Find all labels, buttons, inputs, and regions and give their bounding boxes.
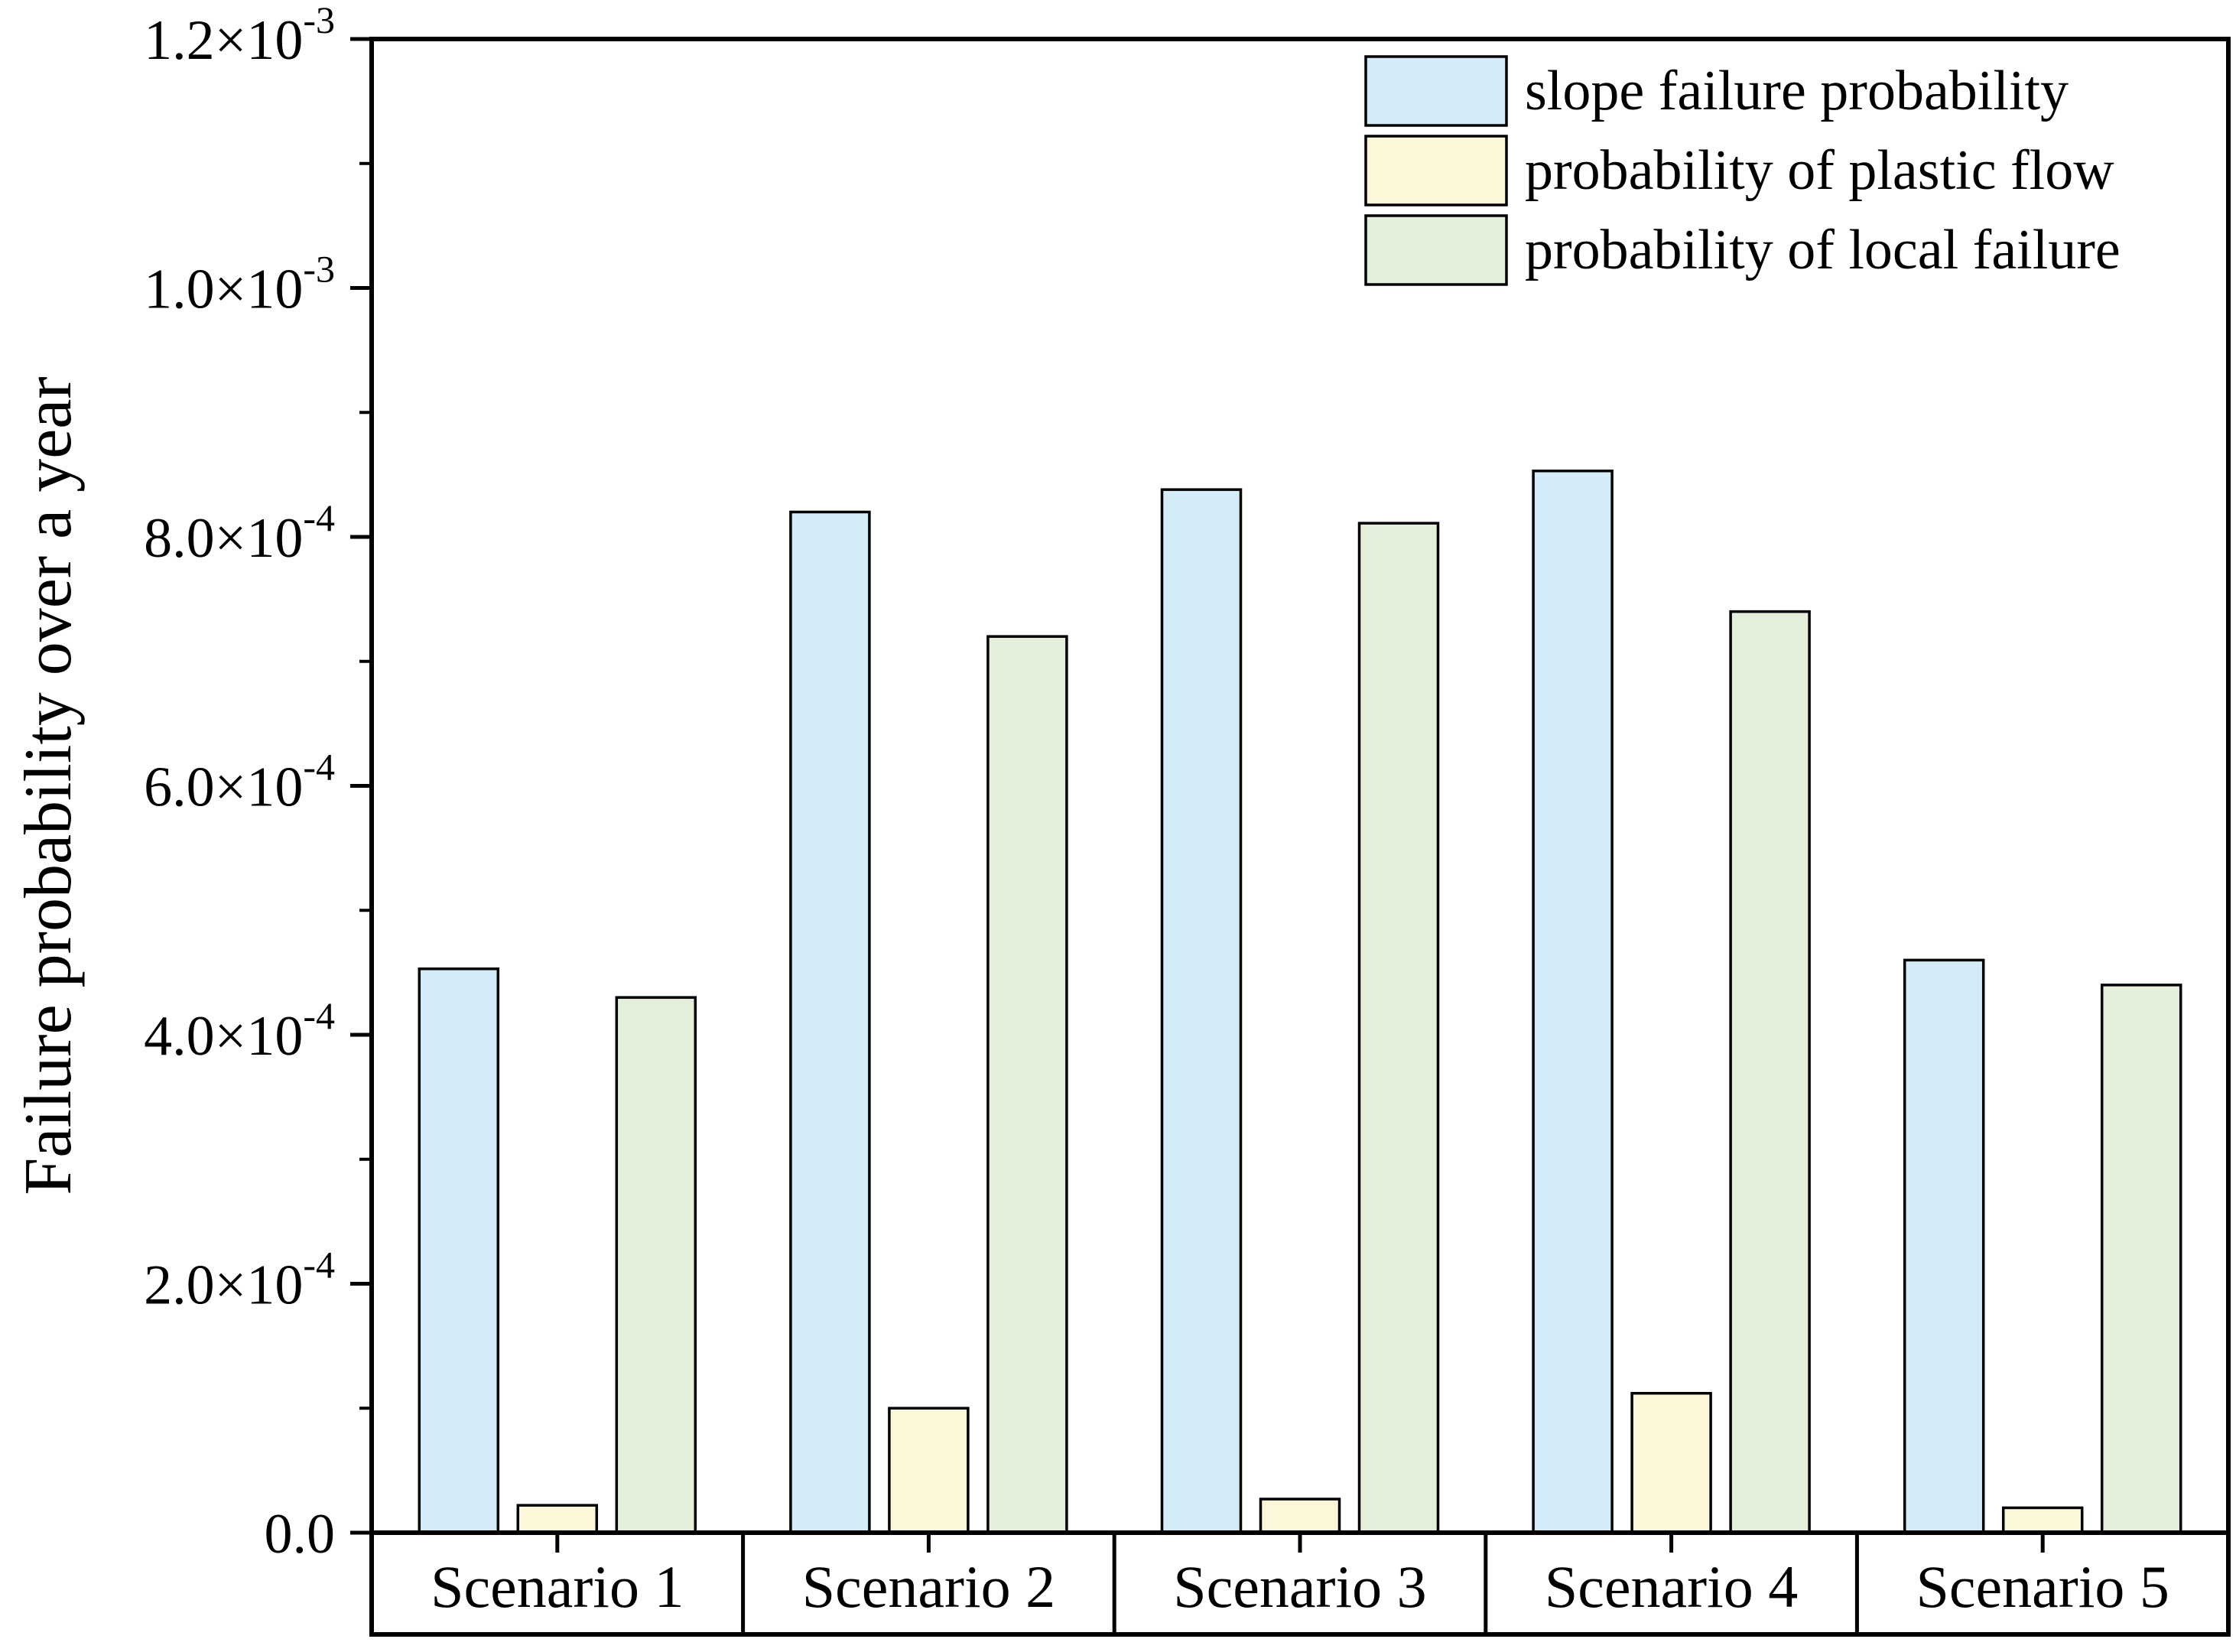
y-tick-label-5: 1.0×10-3	[144, 248, 335, 321]
bar-3-1	[615, 996, 697, 1534]
y-tick-label-3: 6.0×10-4	[144, 746, 335, 819]
axes-group: Scenario 1 Scenario 2 Scenario 3 Scenario 4…	[144, 0, 2231, 1637]
bar-1-1	[418, 967, 500, 1534]
y-tick-label-4: 8.0×10-4	[144, 496, 335, 570]
legend-label-2: probability of plastic flow	[1525, 139, 2114, 202]
bar-2-5	[2001, 1506, 2084, 1534]
legend-label-3: probability of local failure	[1525, 219, 2121, 281]
legend-swatch-3	[1364, 214, 1508, 286]
bar-1-2	[789, 510, 871, 1534]
bar-3-4	[1729, 610, 1811, 1534]
bars-group	[418, 469, 2182, 1534]
bar-2-1	[516, 1504, 599, 1534]
bar-2-2	[888, 1406, 970, 1534]
legend: slope failure probability probability of …	[1364, 55, 2121, 286]
bar-2-4	[1630, 1391, 1712, 1534]
x-tick-label-4: Scenario 4	[1545, 1553, 1798, 1620]
legend-swatch-2	[1364, 135, 1508, 206]
y-tick-label-6: 1.2×10-3	[144, 0, 335, 72]
legend-label-1: slope failure probability	[1525, 60, 2069, 122]
bar-3-5	[2100, 984, 2182, 1534]
x-tick-label-5: Scenario 5	[1916, 1553, 2169, 1620]
bar-2-3	[1259, 1498, 1341, 1534]
x-tick-label-2: Scenario 2	[802, 1553, 1055, 1620]
y-tick-label-0: 0.0	[265, 1503, 336, 1566]
bar-1-3	[1160, 488, 1243, 1534]
y-axis-title: Failure probability over a year	[11, 376, 86, 1195]
y-tick-label-1: 2.0×10-4	[144, 1244, 335, 1317]
bar-1-5	[1903, 958, 1985, 1534]
bar-3-3	[1357, 522, 1440, 1534]
x-tick-label-3: Scenario 3	[1173, 1553, 1426, 1620]
bar-1-4	[1532, 469, 1614, 1534]
legend-swatch-1	[1364, 55, 1508, 127]
bar-3-2	[986, 635, 1068, 1534]
y-tick-label-2: 4.0×10-4	[144, 994, 335, 1068]
x-tick-label-1: Scenario 1	[431, 1553, 684, 1620]
